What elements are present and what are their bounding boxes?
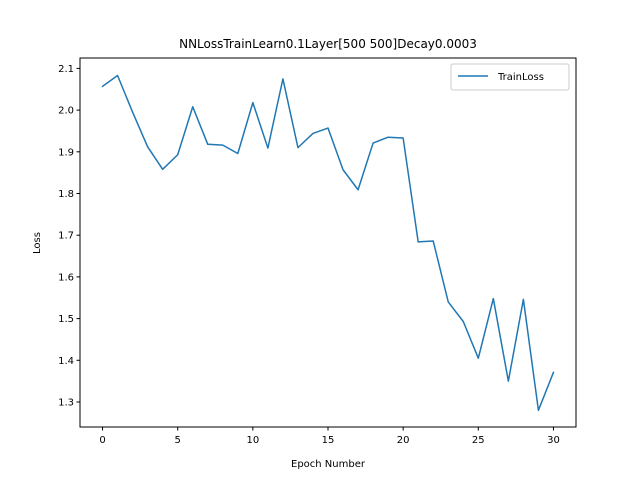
data-point (267, 147, 269, 149)
plot-area (80, 58, 576, 427)
data-point (237, 153, 239, 155)
x-tick-label: 30 (547, 435, 560, 446)
data-point (402, 137, 404, 139)
axis-ticks: 0 5 10 15 20 25 30 1.3 1.4 1.5 1.6 1.7 1.8 1.9 2.0 2.1 (58, 64, 560, 446)
data-point (327, 127, 329, 129)
data-point (177, 154, 179, 156)
x-tick-label: 25 (472, 435, 485, 446)
data-point (523, 299, 525, 301)
y-tick-label: 1.3 (58, 397, 74, 408)
data-point (387, 136, 389, 138)
data-point (162, 169, 164, 171)
data-point (102, 86, 104, 88)
x-tick-label: 5 (175, 435, 181, 446)
data-point (478, 357, 480, 359)
x-tick-label: 0 (99, 435, 105, 446)
y-tick-label: 2.1 (58, 64, 74, 75)
data-point (432, 240, 434, 242)
data-point (252, 102, 254, 104)
y-tick-label: 1.4 (58, 356, 74, 367)
series-layer (101, 74, 555, 412)
data-point (493, 298, 495, 300)
data-point (207, 144, 209, 146)
legend-label-trainloss: TrainLoss (497, 72, 544, 83)
data-point (192, 106, 194, 108)
plot-frame (79, 57, 577, 428)
y-tick-label: 1.9 (58, 147, 74, 158)
data-point (342, 169, 344, 171)
data-point (147, 146, 149, 148)
legend-box (450, 63, 570, 91)
chart-title: NNLossTrainLearn0.1Layer[500 500]Decay0.… (179, 37, 477, 51)
x-tick-label: 20 (397, 435, 410, 446)
data-point (357, 189, 359, 191)
data-point (462, 321, 464, 323)
y-tick-label: 1.5 (58, 314, 74, 325)
y-axis-label: Loss (32, 232, 43, 254)
data-point (372, 142, 374, 144)
y-tick-label: 1.7 (58, 231, 74, 242)
x-axis-label: Epoch Number (291, 459, 366, 470)
x-tick-label: 10 (246, 435, 259, 446)
y-tick-label: 2.0 (58, 106, 74, 117)
data-point (538, 410, 540, 412)
data-point (417, 241, 419, 243)
x-tick-label: 15 (322, 435, 335, 446)
data-point (553, 372, 555, 374)
data-point (117, 75, 119, 77)
data-point (222, 144, 224, 146)
y-tick-label: 1.6 (58, 272, 74, 283)
legend: TrainLoss (450, 63, 570, 91)
data-point (312, 133, 314, 135)
data-point (132, 111, 134, 113)
data-point (447, 301, 449, 303)
y-tick-label: 1.8 (58, 189, 74, 200)
data-point (282, 78, 284, 80)
series-line-trainloss (101, 74, 555, 412)
data-point (297, 147, 299, 149)
data-point (508, 380, 510, 382)
